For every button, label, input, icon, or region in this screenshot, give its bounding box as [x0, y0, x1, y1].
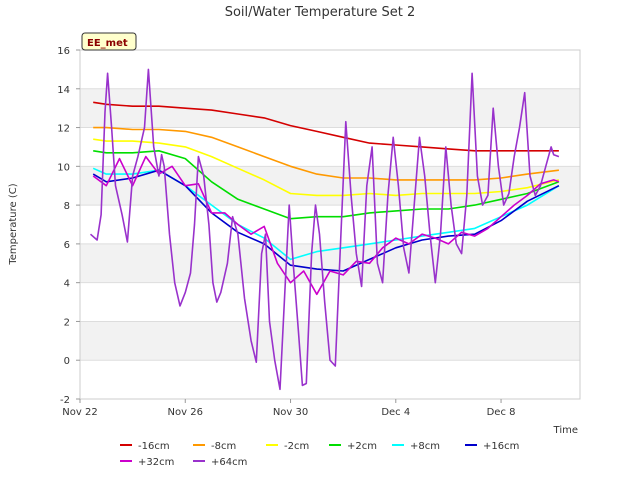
plot-band [80, 88, 580, 128]
series-line-8cm [93, 126, 559, 181]
y-tick-label: 12 [57, 124, 70, 135]
y-tick-label: 0 [64, 356, 70, 367]
y-tick-label: 14 [57, 85, 70, 96]
legend-label: -8cm [211, 441, 236, 452]
series-lines [89, 68, 560, 391]
station-badge: EE_met [81, 32, 137, 51]
plot-bands [80, 88, 580, 361]
legend-label: +32cm [138, 457, 174, 468]
series-line-32cm [92, 155, 560, 296]
y-tick-label: -2 [60, 395, 70, 406]
x-axis-label: Time [553, 425, 578, 436]
legend-label: -16cm [138, 441, 170, 452]
chart-title: Soil/Water Temperature Set 2 [225, 5, 416, 20]
y-axis-ticks: -2 0 2 4 6 8 10 12 14 16 [57, 46, 80, 406]
series-line-16cm [93, 101, 559, 152]
x-tick-label: Dec 4 [381, 407, 410, 418]
plot-frame [79, 49, 581, 400]
y-tick-label: 2 [64, 317, 70, 328]
y-tick-label: 16 [57, 46, 70, 57]
x-tick-label: Nov 22 [62, 407, 97, 418]
legend-label: +16cm [483, 441, 519, 452]
series-line-64cm [89, 68, 560, 391]
station-badge-box [81, 32, 137, 51]
legend-label: +64cm [211, 457, 247, 468]
legend-label: +2cm [347, 441, 377, 452]
y-axis-label: Temperature (C) [8, 183, 19, 265]
legend-label: -2cm [284, 441, 309, 452]
x-tick-label: Nov 30 [273, 407, 308, 418]
x-tick-label: Nov 26 [168, 407, 203, 418]
y-tick-label: 4 [64, 279, 70, 290]
x-axis-ticks: Nov 22 Nov 26 Nov 30 Dec 4 Dec 8 [62, 399, 516, 418]
x-tick-label: Dec 8 [487, 407, 516, 418]
y-tick-label: 8 [64, 201, 70, 212]
y-tick-label: 6 [64, 240, 70, 251]
y-tick-label: 10 [57, 162, 70, 173]
station-badge-label: EE_met [87, 38, 128, 49]
legend-label: +8cm [410, 441, 440, 452]
series-line-2cm [93, 138, 560, 197]
legend: -16cm -8cm -2cm +2cm +8cm +16cm +32cm +64cm [120, 441, 519, 468]
